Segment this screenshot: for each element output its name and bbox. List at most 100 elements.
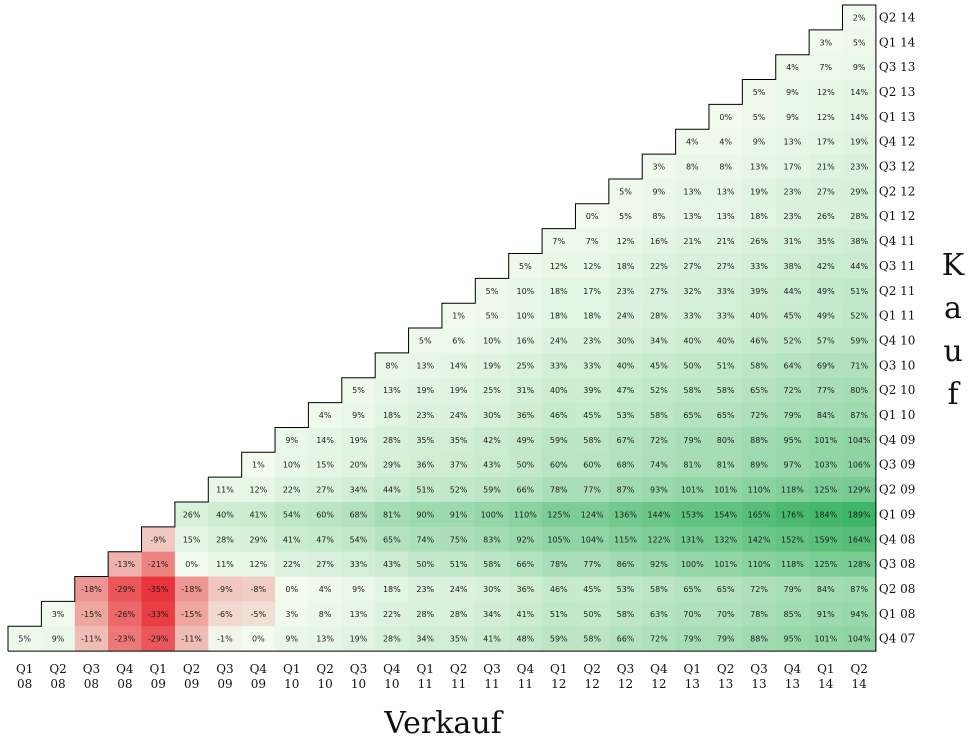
heatmap-cell	[842, 477, 877, 503]
heatmap-cell	[575, 477, 610, 503]
heatmap-cell	[275, 626, 309, 652]
heatmap-cell	[775, 328, 810, 354]
heatmap-cell	[475, 502, 510, 528]
cell-value-label: 24%	[550, 336, 568, 345]
x-tick-label: Q1	[283, 662, 300, 676]
heatmap-cell	[742, 352, 777, 379]
heatmap-cell	[809, 377, 843, 403]
heatmap-cell	[742, 452, 777, 478]
heatmap-cell	[575, 328, 610, 354]
heatmap-cell	[141, 601, 176, 627]
x-tick-label: Q4	[250, 662, 268, 676]
heatmap-cell	[675, 576, 710, 602]
cell-value-label: 13%	[717, 187, 735, 196]
heatmap-cell	[708, 352, 743, 379]
cell-value-label: 35%	[450, 436, 468, 445]
heatmap-cell	[341, 526, 376, 553]
heatmap-cell	[708, 178, 743, 205]
heatmap-cell	[475, 328, 510, 354]
cell-value-label: 22%	[283, 486, 301, 495]
cell-value-label: 20%	[350, 461, 368, 470]
cell-value-label: 40%	[617, 361, 635, 370]
x-tick-label: Q3	[216, 662, 233, 676]
heatmap-cell	[842, 54, 877, 80]
heatmap-cell	[575, 551, 610, 577]
heatmap-cell	[174, 551, 209, 577]
heatmap-cell	[542, 576, 576, 602]
cell-value-label: 8%	[653, 212, 666, 221]
cell-value-label: 70%	[683, 610, 701, 619]
x-tick-label: 10	[384, 677, 399, 691]
cell-value-label: 51%	[550, 610, 568, 619]
heatmap-cell	[708, 477, 743, 503]
heatmap-cell	[508, 402, 543, 428]
heatmap-cell	[174, 626, 209, 652]
heatmap-cell	[408, 352, 443, 379]
cell-value-label: 95%	[784, 436, 802, 445]
heatmap-cell	[575, 402, 610, 428]
heatmap-cell	[742, 328, 777, 354]
heatmap-cell	[475, 526, 510, 553]
y-tick-label: Q4 08	[879, 532, 916, 546]
heatmap-cell	[308, 452, 343, 478]
heatmap-cell	[542, 303, 576, 329]
x-tick-label: 14	[852, 677, 868, 691]
heatmap-cell	[575, 203, 610, 230]
heatmap-cell	[441, 626, 476, 652]
cell-value-label: 124%	[581, 510, 604, 519]
cell-value-label: -29%	[114, 585, 135, 594]
heatmap-cell	[108, 576, 142, 602]
cell-value-label: 23%	[784, 212, 802, 221]
heatmap-cell	[475, 427, 510, 453]
cell-value-label: 101%	[714, 560, 737, 569]
heatmap-cell	[809, 104, 843, 130]
heatmap-cell	[775, 402, 810, 428]
x-tick-label: Q1	[417, 662, 434, 676]
cell-value-label: 24%	[450, 585, 468, 594]
cell-value-label: 87%	[850, 585, 868, 594]
cell-value-label: 29%	[249, 535, 267, 544]
x-tick-label: 12	[585, 677, 600, 691]
cell-value-label: 65%	[683, 585, 701, 594]
heatmap-cell	[708, 402, 743, 428]
cell-value-label: 81%	[717, 461, 735, 470]
heatmap-cell	[575, 526, 610, 553]
cell-value-label: 18%	[583, 312, 601, 321]
y-axis-title-letter: K	[942, 248, 965, 283]
heatmap-cell	[708, 526, 743, 553]
heatmap-cell	[275, 551, 309, 577]
heatmap-cell	[842, 402, 877, 428]
cell-value-label: 12%	[249, 486, 267, 495]
y-tick-label: Q3 13	[879, 60, 916, 74]
x-tick-label: 13	[718, 677, 733, 691]
cell-value-label: 27%	[717, 262, 735, 271]
heatmap-cell	[742, 278, 777, 304]
y-tick-label: Q1 08	[879, 607, 916, 621]
heatmap-cell	[208, 626, 243, 652]
x-tick-label: Q3	[350, 662, 367, 676]
cell-value-label: 21%	[683, 237, 701, 246]
cell-value-label: 8%	[686, 163, 699, 172]
cell-value-label: -15%	[81, 610, 102, 619]
heatmap-cell	[642, 452, 676, 478]
cell-value-label: 78%	[550, 486, 568, 495]
cell-value-label: 23%	[617, 287, 635, 296]
y-tick-label: Q4 09	[879, 433, 916, 447]
cell-value-label: 14%	[850, 113, 868, 122]
heatmap-cell	[375, 502, 409, 528]
heatmap-cell	[775, 601, 810, 627]
heatmap-cell	[642, 352, 676, 379]
x-tick-label: Q3	[83, 662, 100, 676]
cell-value-label: 18%	[383, 585, 401, 594]
heatmap-cell	[608, 253, 643, 279]
cell-value-label: 9%	[285, 436, 298, 445]
heatmap-cell	[842, 502, 877, 528]
cell-value-label: 101%	[714, 486, 737, 495]
heatmap-cell	[642, 178, 676, 205]
cell-value-label: 4%	[686, 138, 699, 147]
heatmap-cell	[642, 377, 676, 403]
heatmap-cell	[809, 626, 843, 652]
cell-value-label: 4%	[719, 138, 732, 147]
cell-value-label: 42%	[483, 436, 501, 445]
heatmap-cell	[809, 526, 843, 553]
